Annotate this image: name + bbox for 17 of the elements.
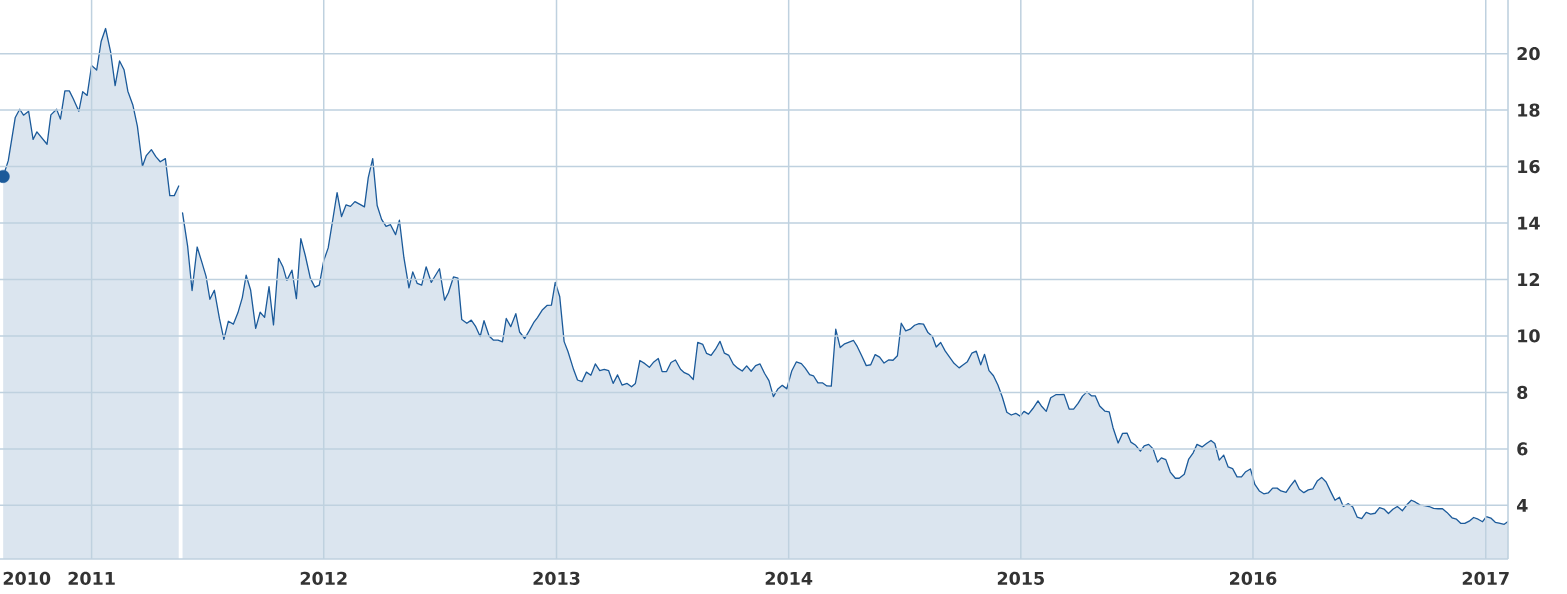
x-tick-label: 2011 <box>68 571 115 585</box>
y-tick-label: 12 <box>1518 273 1540 286</box>
y-tick-label: 6 <box>1517 442 1528 456</box>
y-tick-label: 18 <box>1518 103 1540 117</box>
x-tick-label: 2014 <box>765 571 813 585</box>
y-tick-label: 10 <box>1518 329 1540 343</box>
x-tick-label: 2017 <box>1462 571 1509 585</box>
y-tick-label: 4 <box>1516 498 1528 512</box>
y-tick-label: 16 <box>1518 159 1540 174</box>
y-tick-label: 8 <box>1517 385 1528 400</box>
x-tick-label: 2013 <box>533 571 580 585</box>
y-tick-label: 20 <box>1517 47 1540 61</box>
y-tick-label: 14 <box>1518 216 1540 230</box>
x-tick-label: 2012 <box>300 571 347 585</box>
x-tick-label: 2015 <box>997 571 1044 585</box>
x-tick-label: 2010 <box>3 571 51 585</box>
x-tick-label: 2016 <box>1230 571 1277 585</box>
